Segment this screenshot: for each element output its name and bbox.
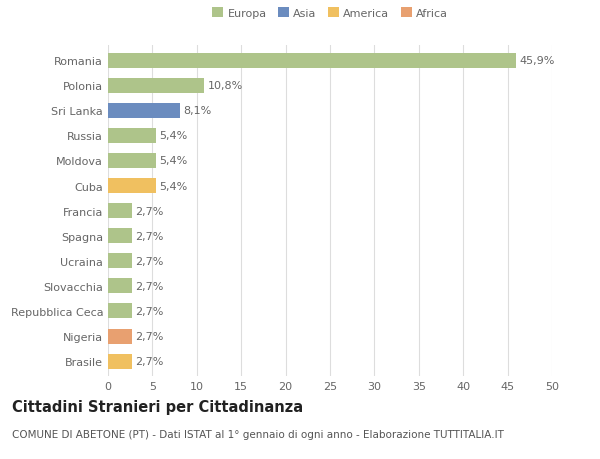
Bar	[108, 229, 132, 244]
Text: 8,1%: 8,1%	[184, 106, 212, 116]
Legend: Europa, Asia, America, Africa: Europa, Asia, America, Africa	[212, 8, 448, 19]
Bar	[108, 154, 156, 168]
Text: 5,4%: 5,4%	[160, 181, 188, 191]
Text: 5,4%: 5,4%	[160, 131, 188, 141]
Bar	[108, 279, 132, 294]
Text: 2,7%: 2,7%	[136, 356, 164, 366]
Text: 2,7%: 2,7%	[136, 231, 164, 241]
Text: 5,4%: 5,4%	[160, 156, 188, 166]
Bar	[108, 354, 132, 369]
Bar	[108, 329, 132, 344]
Bar	[108, 103, 180, 118]
Bar	[108, 304, 132, 319]
Bar	[108, 179, 156, 194]
Text: 2,7%: 2,7%	[136, 331, 164, 341]
Text: Cittadini Stranieri per Cittadinanza: Cittadini Stranieri per Cittadinanza	[12, 399, 303, 414]
Text: 2,7%: 2,7%	[136, 206, 164, 216]
Bar	[108, 254, 132, 269]
Text: 2,7%: 2,7%	[136, 281, 164, 291]
Text: COMUNE DI ABETONE (PT) - Dati ISTAT al 1° gennaio di ogni anno - Elaborazione TU: COMUNE DI ABETONE (PT) - Dati ISTAT al 1…	[12, 429, 504, 439]
Text: 2,7%: 2,7%	[136, 256, 164, 266]
Text: 10,8%: 10,8%	[208, 81, 243, 91]
Bar	[108, 129, 156, 144]
Bar	[108, 78, 204, 94]
Text: 2,7%: 2,7%	[136, 306, 164, 316]
Text: 45,9%: 45,9%	[519, 56, 554, 66]
Bar	[108, 204, 132, 218]
Bar	[108, 53, 515, 68]
